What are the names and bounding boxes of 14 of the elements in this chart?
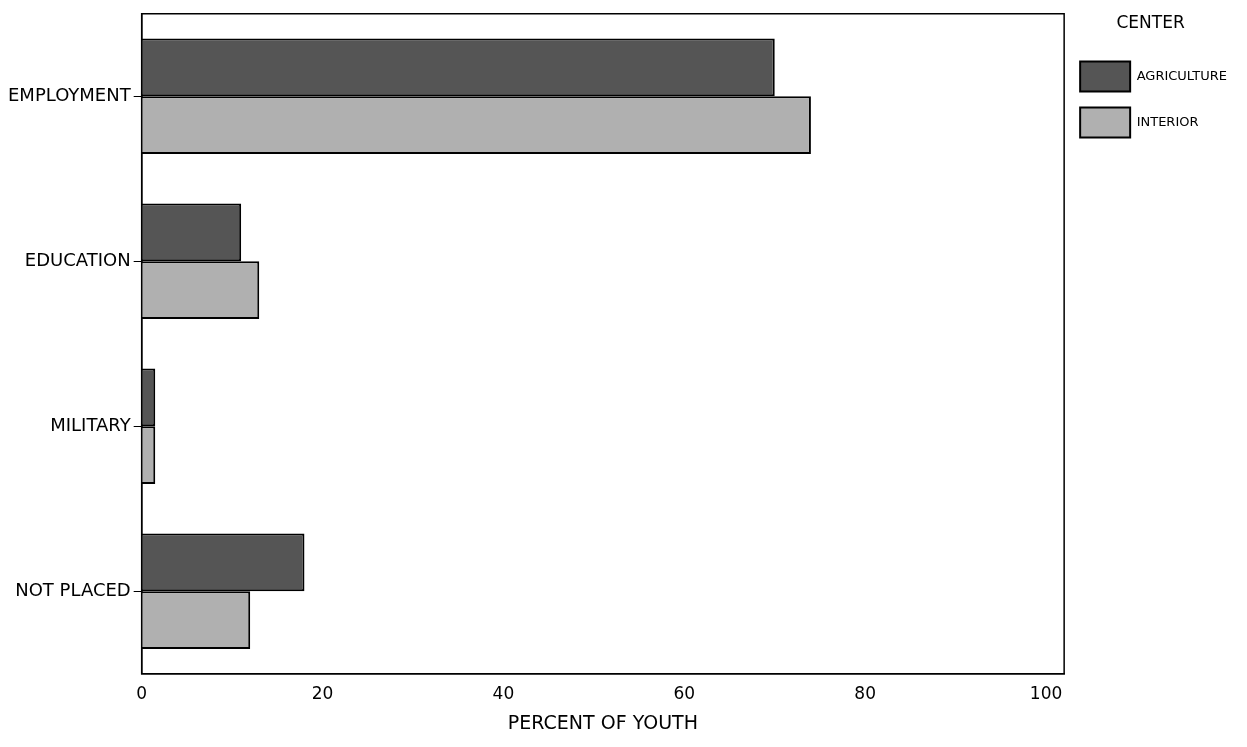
x-tick-label: 80 — [854, 683, 877, 704]
y-tick-label: EMPLOYMENT — [8, 83, 132, 105]
y-tick-label: NOT PLACED — [15, 578, 131, 600]
legend-title: CENTER — [1116, 11, 1185, 32]
legend-label: AGRICULTURE — [1136, 67, 1228, 83]
x-tick-label: 40 — [492, 683, 515, 704]
x-tick-label: 100 — [1029, 683, 1063, 704]
x-tick-label: 60 — [673, 683, 696, 704]
legend-label: INTERIOR — [1136, 113, 1199, 129]
x-axis-title: PERCENT OF YOUTH — [507, 710, 698, 733]
x-tick-label: 20 — [311, 683, 334, 704]
y-tick-label: MILITARY — [50, 413, 132, 435]
x-tick-label: 0 — [136, 683, 148, 704]
y-tick-label: EDUCATION — [24, 248, 131, 270]
